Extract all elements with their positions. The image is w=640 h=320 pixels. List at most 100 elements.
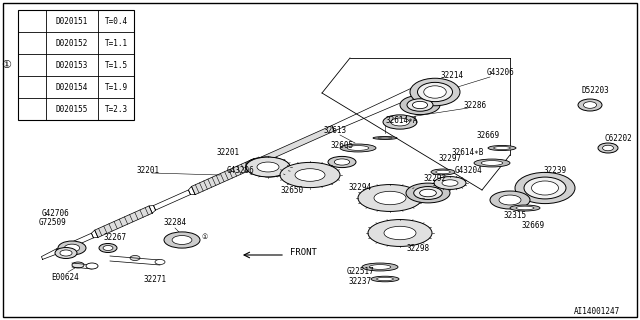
Ellipse shape — [436, 170, 450, 174]
Text: 32605: 32605 — [330, 140, 353, 149]
Ellipse shape — [280, 163, 340, 188]
Ellipse shape — [384, 226, 416, 240]
Text: D020153: D020153 — [56, 60, 88, 69]
Ellipse shape — [373, 137, 397, 140]
Ellipse shape — [424, 86, 446, 98]
Text: T=1.1: T=1.1 — [104, 38, 127, 47]
Text: ①: ① — [1, 60, 11, 70]
Ellipse shape — [58, 241, 86, 255]
Text: D020152: D020152 — [56, 38, 88, 47]
Ellipse shape — [130, 255, 140, 260]
Ellipse shape — [515, 172, 575, 204]
Polygon shape — [191, 159, 257, 195]
Text: D020155: D020155 — [56, 105, 88, 114]
Ellipse shape — [474, 159, 510, 167]
Ellipse shape — [328, 156, 356, 168]
Ellipse shape — [368, 220, 432, 246]
Ellipse shape — [524, 177, 566, 199]
Text: ①: ① — [202, 234, 208, 240]
Ellipse shape — [490, 191, 530, 209]
Ellipse shape — [172, 236, 192, 244]
Ellipse shape — [369, 265, 391, 269]
Ellipse shape — [383, 115, 417, 129]
Ellipse shape — [64, 244, 80, 252]
Text: 32292: 32292 — [424, 173, 447, 182]
Text: D020154: D020154 — [56, 83, 88, 92]
Ellipse shape — [362, 263, 398, 271]
Ellipse shape — [55, 247, 77, 259]
Ellipse shape — [531, 181, 559, 195]
Polygon shape — [95, 206, 152, 237]
Text: 32201: 32201 — [216, 148, 239, 156]
Text: 32669: 32669 — [476, 131, 500, 140]
Text: 32297: 32297 — [438, 154, 461, 163]
Text: T=0.4: T=0.4 — [104, 17, 127, 26]
Ellipse shape — [164, 232, 200, 248]
Ellipse shape — [481, 161, 503, 165]
Text: 32298: 32298 — [406, 244, 429, 252]
Ellipse shape — [420, 189, 436, 197]
Text: T=1.9: T=1.9 — [104, 83, 127, 92]
Ellipse shape — [358, 185, 422, 212]
Text: 32614∗A: 32614∗A — [385, 116, 417, 124]
Ellipse shape — [334, 159, 349, 165]
Polygon shape — [253, 158, 260, 167]
Ellipse shape — [400, 95, 440, 115]
Ellipse shape — [516, 206, 534, 210]
Text: G22517: G22517 — [346, 268, 374, 276]
Text: 32614∗B: 32614∗B — [452, 148, 484, 156]
Text: G43206: G43206 — [486, 68, 514, 76]
Ellipse shape — [295, 169, 325, 181]
Ellipse shape — [434, 177, 466, 189]
Text: G43204: G43204 — [454, 165, 482, 174]
Ellipse shape — [340, 144, 376, 152]
Ellipse shape — [410, 78, 460, 106]
Ellipse shape — [431, 169, 455, 175]
Polygon shape — [332, 80, 432, 131]
Text: 32284: 32284 — [163, 218, 187, 227]
Text: 32613: 32613 — [323, 125, 347, 134]
Ellipse shape — [371, 276, 399, 282]
Text: D020151: D020151 — [56, 17, 88, 26]
Ellipse shape — [413, 187, 442, 199]
Ellipse shape — [584, 102, 596, 108]
Ellipse shape — [99, 244, 117, 252]
Ellipse shape — [60, 250, 72, 256]
Polygon shape — [258, 125, 334, 164]
Text: T=2.3: T=2.3 — [104, 105, 127, 114]
Text: D52203: D52203 — [581, 85, 609, 94]
Ellipse shape — [72, 262, 84, 268]
Ellipse shape — [246, 157, 290, 177]
Ellipse shape — [499, 195, 521, 205]
Ellipse shape — [510, 205, 540, 211]
Ellipse shape — [103, 245, 113, 251]
Text: 32286: 32286 — [463, 100, 486, 109]
Ellipse shape — [602, 145, 614, 151]
Text: 32650: 32650 — [280, 186, 303, 195]
Text: 32214: 32214 — [440, 70, 463, 79]
Text: 32267: 32267 — [104, 233, 127, 242]
Text: G43206: G43206 — [226, 165, 254, 174]
Ellipse shape — [378, 137, 392, 139]
Text: E00624: E00624 — [51, 274, 79, 283]
Polygon shape — [56, 233, 93, 253]
Ellipse shape — [86, 263, 98, 269]
Text: 32315: 32315 — [504, 211, 527, 220]
Ellipse shape — [257, 162, 279, 172]
Text: 32201: 32201 — [136, 165, 159, 174]
Text: FRONT: FRONT — [290, 247, 317, 257]
Ellipse shape — [374, 191, 406, 205]
Text: 32237: 32237 — [348, 277, 372, 286]
Ellipse shape — [493, 147, 511, 149]
Ellipse shape — [417, 82, 452, 102]
Polygon shape — [149, 205, 156, 213]
Polygon shape — [154, 190, 191, 210]
Ellipse shape — [348, 146, 369, 150]
Polygon shape — [42, 249, 58, 260]
Ellipse shape — [406, 183, 450, 203]
Polygon shape — [92, 230, 98, 238]
Text: T=1.5: T=1.5 — [104, 60, 127, 69]
Bar — [18, 10, 134, 120]
Ellipse shape — [442, 180, 458, 186]
Text: 32669: 32669 — [522, 220, 545, 229]
